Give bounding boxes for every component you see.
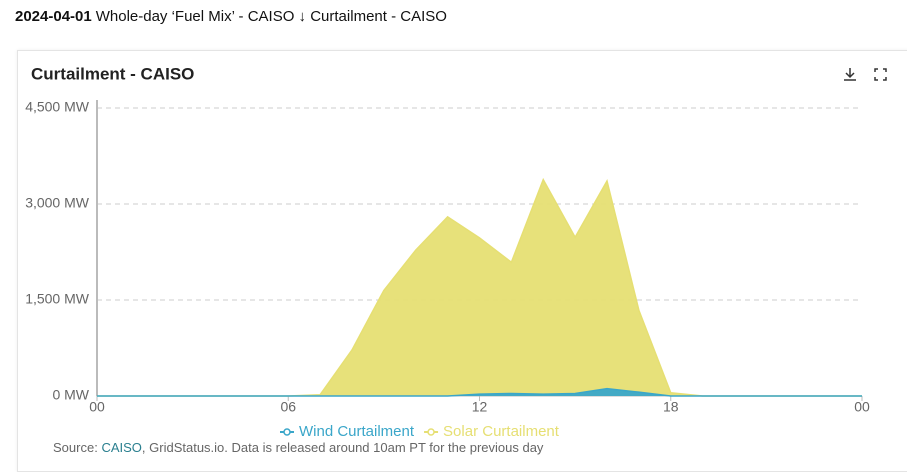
y-tick-label: 1,500 MW [25, 291, 90, 307]
source: Source: CAISO, GridStatus.io. Data is re… [53, 440, 544, 455]
download-icon[interactable] [844, 68, 856, 81]
y-tick-label: 3,000 MW [25, 195, 90, 211]
area [97, 179, 862, 396]
legend-label: Wind Curtailment [299, 423, 415, 440]
legend-marker [427, 428, 435, 436]
fullscreen-button[interactable] [874, 68, 887, 81]
line [97, 387, 862, 397]
x-tick-label: 06 [280, 399, 296, 415]
fullscreen-icon[interactable] [874, 68, 887, 81]
y-tick-label: 4,500 MW [25, 99, 90, 115]
y-tick-label: 0 MW [52, 387, 89, 403]
download-button[interactable] [844, 68, 856, 81]
x-tick-label: 18 [663, 399, 679, 415]
source-rest: , GridStatus.io. Data is released around… [142, 440, 544, 455]
chart-title: Curtailment - CAISO [31, 64, 194, 83]
x-tick-label: 00 [89, 399, 105, 415]
header: 2024-04-01 Whole-day ‘Fuel Mix’ - CAISO ↓… [15, 8, 447, 25]
legend-marker [283, 428, 291, 436]
x-tick-label: 12 [472, 399, 488, 415]
legend-label: Solar Curtailment [443, 423, 560, 440]
header-title: Whole-day ‘Fuel Mix’ - CAISO ↓ Curtailme… [95, 8, 447, 25]
source-prefix: Source: [53, 440, 98, 455]
source-link[interactable]: CAISO [101, 440, 141, 455]
x-tick-label: 00 [854, 399, 870, 415]
header-date: 2024-04-01 [15, 8, 92, 25]
